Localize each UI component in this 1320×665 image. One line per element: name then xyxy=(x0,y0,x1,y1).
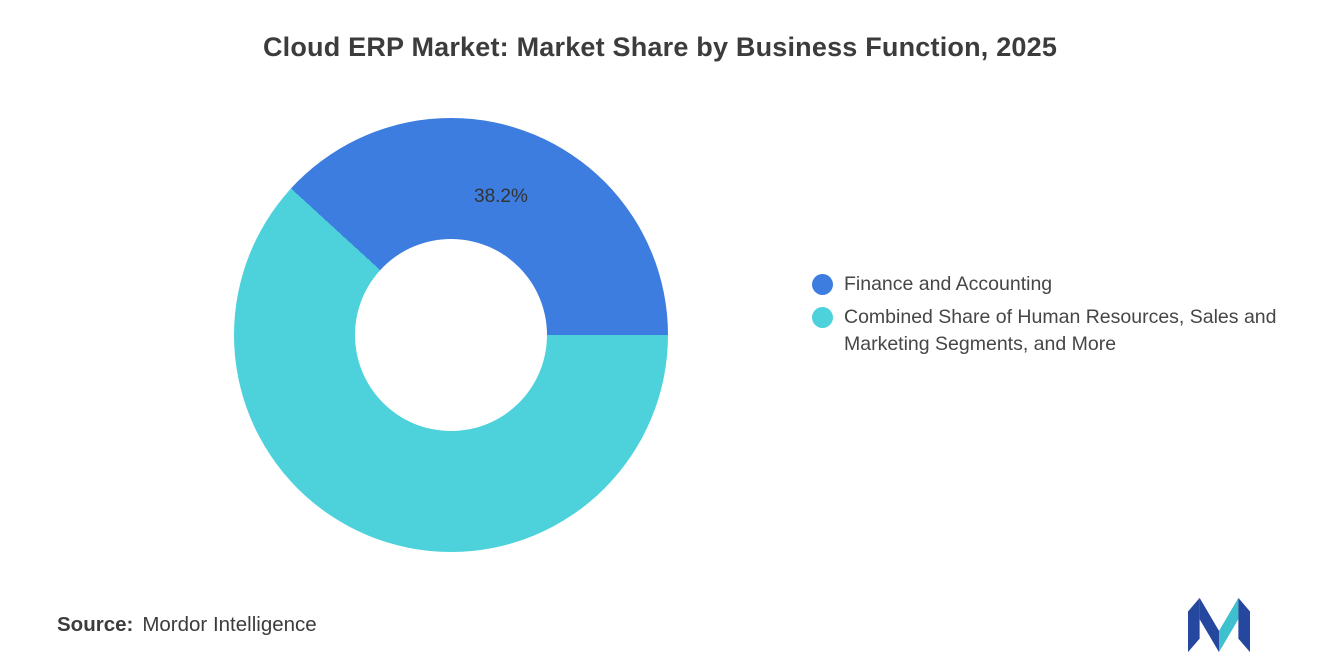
legend-marker-combined-icon xyxy=(812,306,833,328)
chart-title: Cloud ERP Market: Market Share by Busine… xyxy=(262,32,1058,62)
source-line: Source: Mordor Intelligence xyxy=(57,613,317,637)
donut-chart-area: 38.2% xyxy=(234,118,668,552)
legend-item-finance: Finance and Accounting xyxy=(812,271,1307,299)
source-value: Mordor Intelligence xyxy=(142,613,317,636)
chart-legend: Finance and Accounting Combined Share of… xyxy=(812,271,1307,359)
source-label: Source: xyxy=(57,613,134,636)
legend-marker-finance-icon xyxy=(812,274,833,295)
mordor-intelligence-logo-icon xyxy=(1188,596,1250,654)
legend-item-combined: Combined Share of Human Resources, Sales… xyxy=(812,304,1307,359)
legend-label-combined: Combined Share of Human Resources, Sales… xyxy=(844,305,1277,356)
donut-hole xyxy=(355,239,547,431)
legend-label-finance: Finance and Accounting xyxy=(844,273,1053,295)
slice-data-label: 38.2% xyxy=(474,186,528,207)
